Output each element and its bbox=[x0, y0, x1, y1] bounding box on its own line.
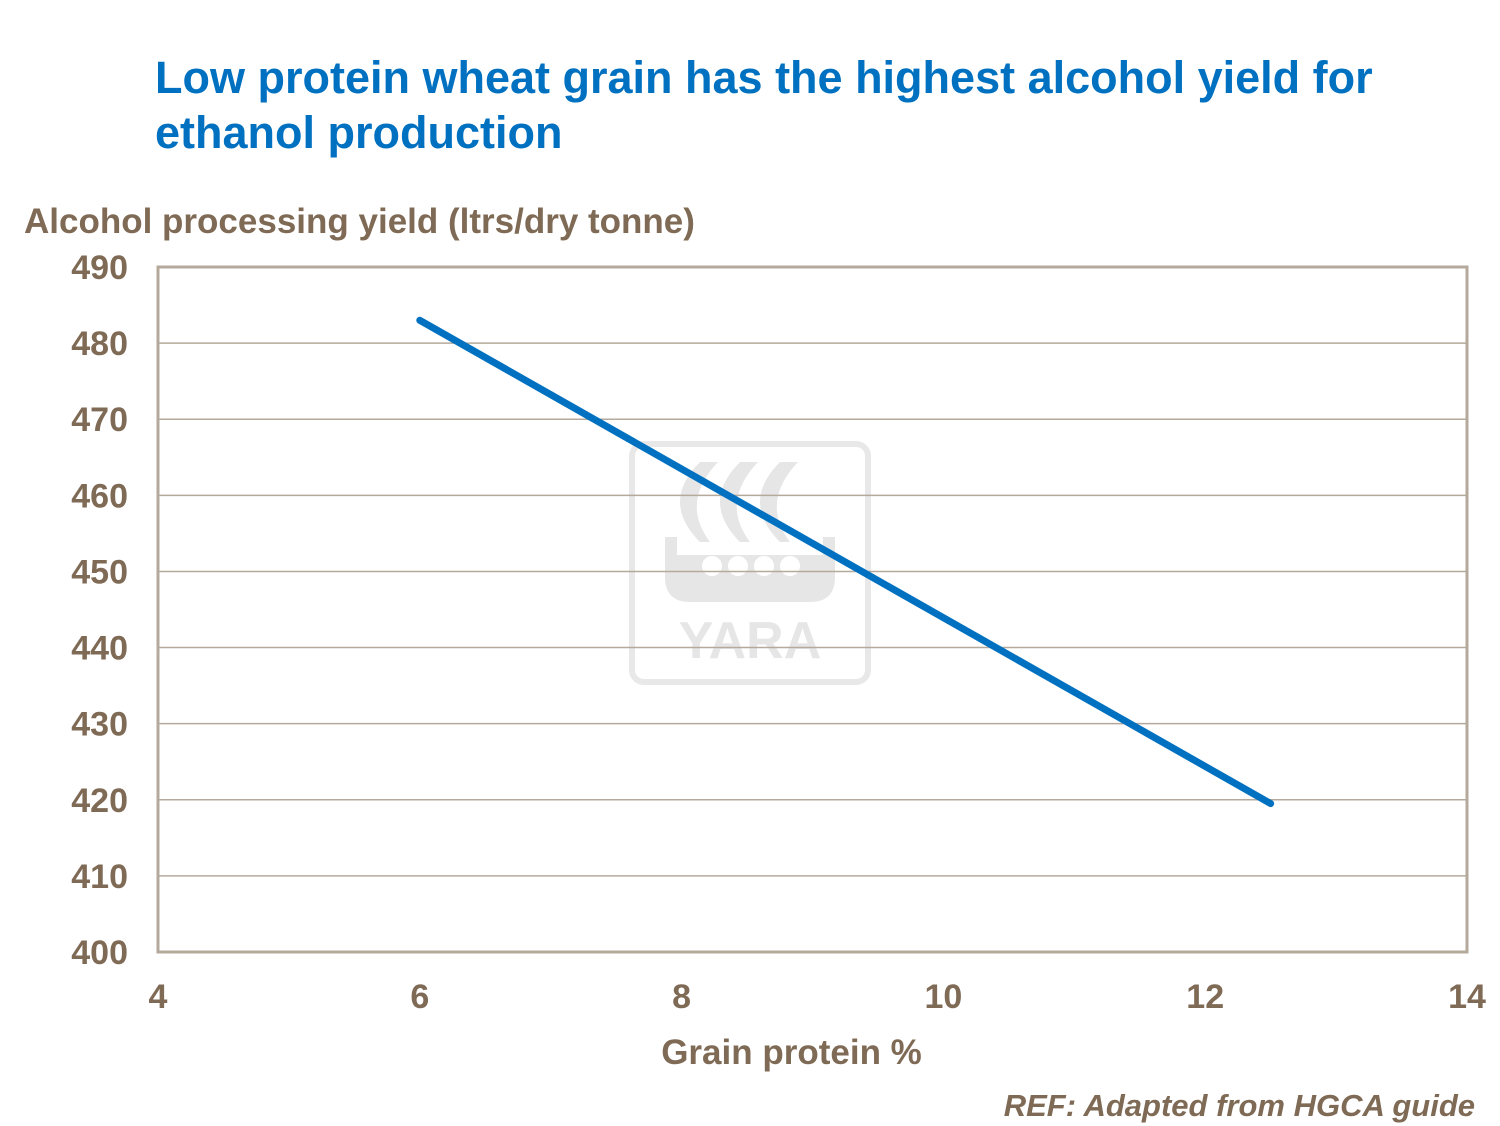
svg-text:YARA: YARA bbox=[679, 612, 822, 670]
yara-watermark-logo: YARA bbox=[629, 441, 871, 685]
chart-title: Low protein wheat grain has the highest … bbox=[155, 52, 1373, 158]
x-tick-label: 8 bbox=[672, 978, 691, 1016]
x-tick-label: 12 bbox=[1186, 978, 1224, 1016]
x-tick-label: 4 bbox=[149, 978, 168, 1016]
y-tick-label: 430 bbox=[71, 706, 128, 744]
y-tick-label: 420 bbox=[71, 782, 128, 820]
y-tick-label: 450 bbox=[71, 553, 128, 591]
y-tick-label: 490 bbox=[71, 249, 128, 287]
y-tick-label: 470 bbox=[71, 401, 128, 439]
plot-border bbox=[156, 265, 1469, 954]
y-tick-label: 400 bbox=[71, 934, 128, 972]
y-tick-label: 410 bbox=[71, 858, 128, 896]
x-tick-label: 10 bbox=[924, 978, 962, 1016]
y-tick-label: 460 bbox=[71, 477, 128, 515]
series-line bbox=[416, 316, 1275, 808]
x-tick-label: 14 bbox=[1448, 978, 1486, 1016]
reference-note: REF: Adapted from HGCA guide bbox=[1003, 1088, 1475, 1123]
x-tick-label: 6 bbox=[410, 978, 429, 1016]
x-axis-label: Grain protein % bbox=[661, 1033, 922, 1072]
y-axis-label: Alcohol processing yield (ltrs/dry tonne… bbox=[24, 202, 695, 241]
y-tick-label: 480 bbox=[71, 325, 128, 363]
y-tick-label: 440 bbox=[71, 630, 128, 668]
